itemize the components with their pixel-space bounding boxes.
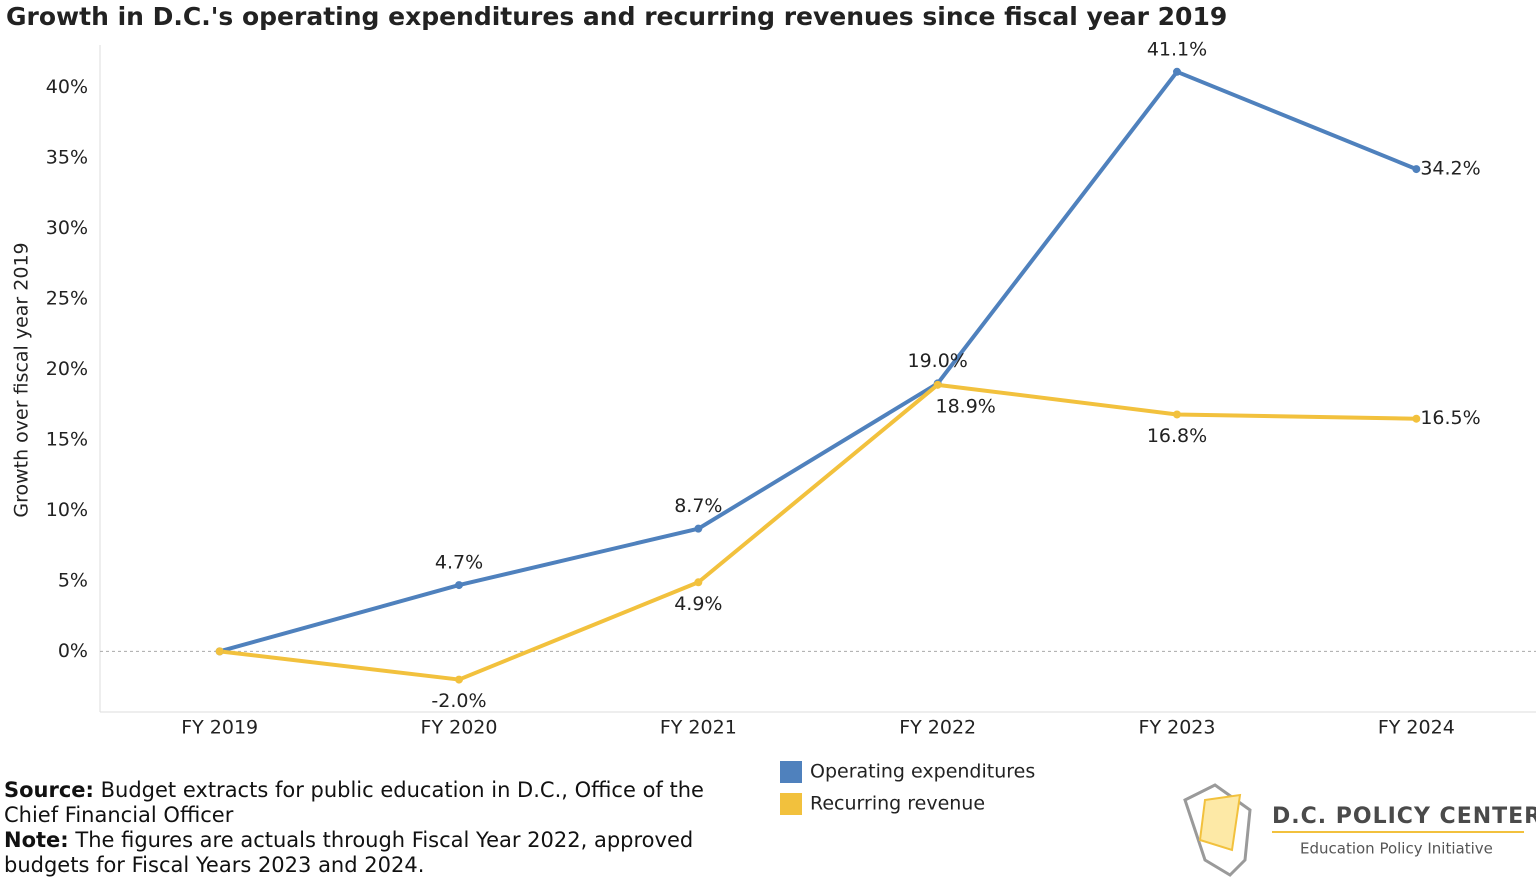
logo-page [1198,793,1242,852]
note: Note: The figures are actuals through Fi… [4,828,744,878]
footnote: Source: Budget extracts for public educa… [4,778,744,878]
x-tick-label: FY 2019 [181,717,258,739]
y-tick-label: 25% [46,287,88,309]
value-label: 18.9% [935,395,995,417]
data-point [215,647,224,656]
logo-map [1183,783,1252,877]
data-point [1412,165,1421,174]
y-tick-label: 5% [58,569,88,591]
chart-title: Growth in D.C.'s operating expenditures … [6,2,1227,31]
series-line [219,69,1418,654]
y-tick-label: 10% [46,499,88,521]
y-tick-label: 35% [46,146,88,168]
source-label: Source: [4,778,94,802]
x-tick-label: FY 2021 [660,717,737,739]
legend-label: Recurring revenue [810,793,985,815]
logo-name: D.C. POLICY CENTER [1272,804,1536,829]
data-point [1173,67,1181,76]
x-tick-label: FY 2020 [421,717,498,739]
x-tick-label: FY 2023 [1139,717,1216,739]
logo: D.C. POLICY CENTER Education Policy Init… [1183,783,1536,877]
x-tick-label: FY 2024 [1378,717,1455,739]
y-axis-title: Growth over fiscal year 2019 [11,242,33,517]
legend-swatch [780,761,802,783]
value-label: 19.0% [907,350,967,372]
value-label: 34.2% [1420,158,1480,180]
value-label: 41.1% [1147,38,1207,60]
data-point [694,578,703,587]
source: Source: Budget extracts for public educa… [4,778,744,828]
value-label: 4.7% [435,552,483,574]
value-label: -2.0% [431,690,486,712]
note-text: The figures are actuals through Fiscal Y… [4,828,694,877]
data-point [694,524,703,533]
logo-subtitle: Education Policy Initiative [1300,840,1493,858]
y-tick-label: 20% [46,358,88,380]
series-line [219,382,1417,682]
y-tick-label: 30% [46,217,88,239]
value-label: 16.5% [1420,407,1480,429]
data-point [1173,410,1181,419]
note-label: Note: [4,828,69,852]
value-label: 16.8% [1147,425,1207,447]
y-tick-label: 0% [58,640,88,662]
legend-swatch [780,793,802,815]
value-label: 8.7% [674,495,722,517]
data-point [455,581,463,590]
source-text: Budget extracts for public education in … [4,778,704,827]
value-label: 4.9% [674,593,722,615]
data-point [1412,414,1421,423]
data-point [933,380,942,389]
data-point [455,675,463,684]
x-tick-label: FY 2022 [899,717,976,739]
legend-label: Operating expenditures [810,761,1035,783]
y-tick-label: 40% [46,76,88,98]
y-tick-label: 15% [46,428,88,450]
